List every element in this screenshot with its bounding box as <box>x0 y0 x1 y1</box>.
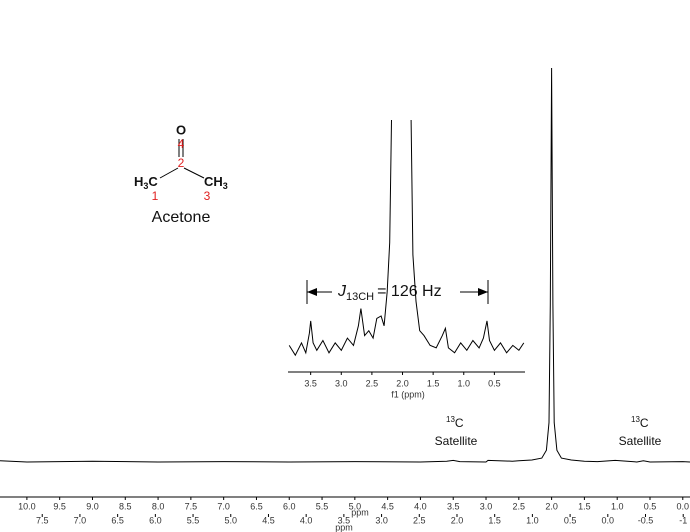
atom-number: 1 <box>152 189 159 203</box>
x-axis-label: ppm <box>351 507 369 517</box>
x-tick-label: 2.0 <box>451 515 464 525</box>
subscript: 3 <box>223 181 228 191</box>
x-tick-label: 2.0 <box>545 501 558 511</box>
x-tick-label: 2.5 <box>413 515 426 525</box>
x-tick-label: 0.5 <box>564 515 577 525</box>
x-tick-label: 4.5 <box>381 501 394 511</box>
x-tick-label: 2.5 <box>366 378 379 388</box>
atom: H <box>134 174 143 189</box>
x-tick-label: 1.5 <box>427 378 440 388</box>
x-tick-label: 4.0 <box>414 501 427 511</box>
x-tick-label: 1.5 <box>578 501 591 511</box>
x-tick-label: 3.5 <box>338 515 351 525</box>
inset-axis-label: f1 (ppm) <box>391 389 425 399</box>
x-tick-label: 3.5 <box>447 501 460 511</box>
element: C <box>640 416 649 430</box>
x-tick-label: 0.0 <box>677 501 690 511</box>
x-tick-label: 0.5 <box>488 378 501 388</box>
satellite-label: 13C <box>446 415 464 430</box>
x-tick-label: 6.5 <box>111 515 124 525</box>
x-tick-label: 5.0 <box>224 515 237 525</box>
x-tick-label: 4.5 <box>262 515 275 525</box>
x-tick-label: 7.5 <box>185 501 198 511</box>
x-tick-label: 7.0 <box>217 501 230 511</box>
j-symbol: J <box>337 283 347 300</box>
x-tick-label: 0.0 <box>602 515 615 525</box>
bond <box>183 167 205 179</box>
satellite-label: Satellite <box>435 434 478 448</box>
arrow-head <box>307 288 317 296</box>
x-tick-label: 5.0 <box>349 501 362 511</box>
element: C <box>455 416 464 430</box>
x-tick-label: 1.0 <box>458 378 471 388</box>
methyl-right: CH3 <box>204 174 228 191</box>
x-tick-label: 5.5 <box>187 515 200 525</box>
arrow-head <box>478 288 488 296</box>
bond <box>159 167 179 179</box>
x-tick-label: 6.0 <box>149 515 162 525</box>
x-tick-label: 3.5 <box>304 378 317 388</box>
x-tick-label: 3.0 <box>375 515 388 525</box>
methyl-left: H3C <box>134 174 158 191</box>
x-tick-label: -1 <box>679 515 687 525</box>
x-tick-label: 3.0 <box>335 378 348 388</box>
label-bg <box>332 281 460 303</box>
x-tick-label: 9.5 <box>53 501 66 511</box>
coupling-label: J13CH = 126 Hz <box>337 283 442 303</box>
atom-number: 2 <box>178 156 185 170</box>
x-tick-label: 6.5 <box>250 501 263 511</box>
x-tick-label: 0.5 <box>644 501 657 511</box>
superscript: 13 <box>631 415 640 424</box>
oxygen: O <box>176 122 186 137</box>
spectrum <box>0 67 690 463</box>
x-tick-label: 2.5 <box>513 501 526 511</box>
x-tick-label: 8.0 <box>152 501 165 511</box>
x-tick-label: 9.0 <box>86 501 99 511</box>
atom-number: 4 <box>178 137 185 151</box>
atom: C <box>148 174 158 189</box>
x-tick-label: 4.0 <box>300 515 313 525</box>
x-tick-label: 7.5 <box>36 515 49 525</box>
x-tick-label: 1.0 <box>611 501 624 511</box>
j-value: = 126 Hz <box>377 283 441 300</box>
inset-spectrum <box>288 119 525 357</box>
x-tick-label: 1.0 <box>526 515 539 525</box>
x-tick-label: 6.0 <box>283 501 296 511</box>
atom-number: 3 <box>204 189 211 203</box>
x-tick-label: -0.5 <box>638 515 654 525</box>
x-tick-label: 7.0 <box>74 515 87 525</box>
satellite-label: Satellite <box>619 434 662 448</box>
x-tick-label: 10.0 <box>18 501 36 511</box>
x-tick-label: 3.0 <box>480 501 493 511</box>
x-tick-label: 5.5 <box>316 501 329 511</box>
j-subscript: 13CH <box>346 291 374 303</box>
x-tick-label: 2.0 <box>396 378 409 388</box>
superscript: 13 <box>446 415 455 424</box>
x-tick-label: 1.5 <box>488 515 501 525</box>
x-tick-label: 8.5 <box>119 501 132 511</box>
satellite-label: 13C <box>631 415 649 430</box>
atom: CH <box>204 174 223 189</box>
molecule-name: Acetone <box>152 209 211 226</box>
subscript: 3 <box>143 181 148 191</box>
x-axis-label: ppm <box>335 522 353 532</box>
